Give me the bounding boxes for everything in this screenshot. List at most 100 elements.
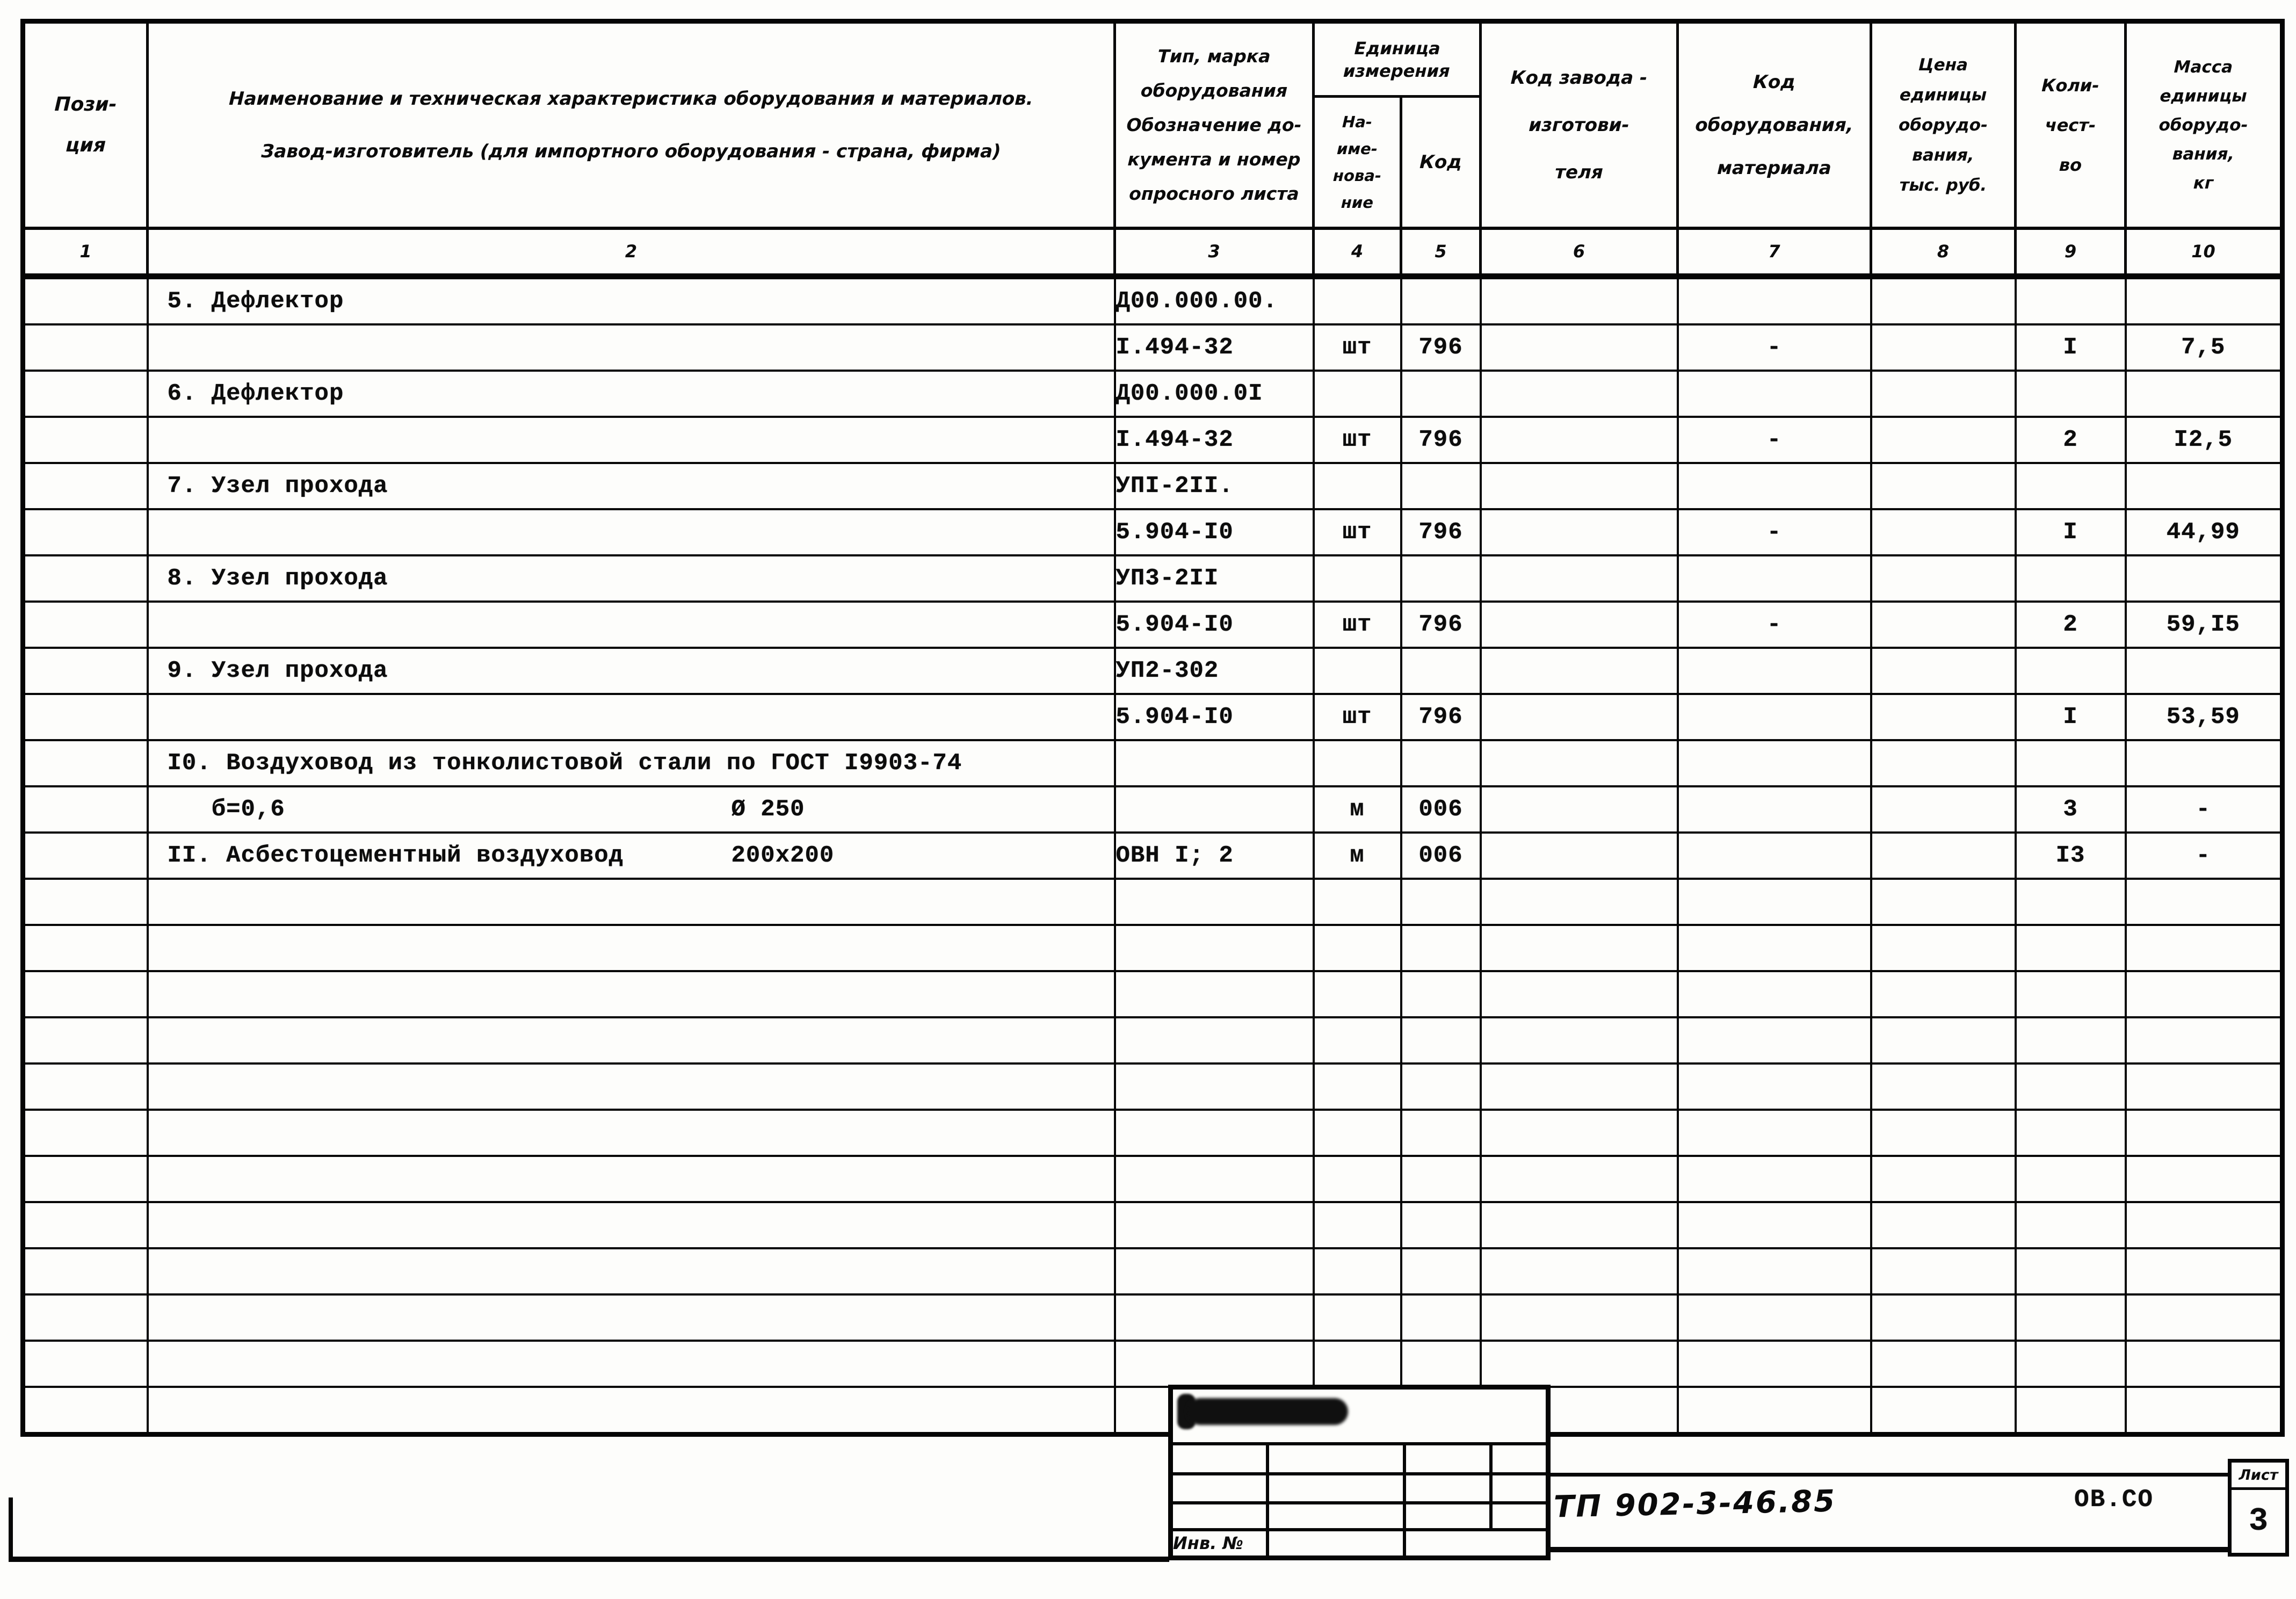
cell-c9 xyxy=(2014,647,2127,695)
cell-c9: 2 xyxy=(2014,600,2127,649)
header-line: вания, xyxy=(2172,144,2235,164)
cell-c1 xyxy=(21,1386,149,1436)
cell-c10 xyxy=(2124,1201,2284,1249)
cell-c7 xyxy=(1676,1109,1872,1157)
cell-c4: шт xyxy=(1312,508,1402,556)
header-line: Коли- xyxy=(2041,75,2100,96)
cell-c9 xyxy=(2014,554,2127,603)
cell-c10 xyxy=(2124,739,2284,787)
column-number-row: 1 2 3 4 5 6 7 8 9 10 xyxy=(21,226,2284,279)
cell-c4: м xyxy=(1312,831,1402,880)
cell-c9 xyxy=(2014,1016,2127,1065)
header-line: Тип, марка xyxy=(1157,45,1271,67)
stamp-cell xyxy=(1489,1442,1550,1475)
cell-c6 xyxy=(1479,924,1679,972)
stamp-header-cell xyxy=(1169,1385,1550,1445)
drawing-set-code: ОВ.СО xyxy=(2074,1486,2154,1514)
item-name-cell xyxy=(146,1201,1116,1249)
cell-c7: - xyxy=(1676,323,1872,372)
cell-c1 xyxy=(21,416,149,464)
cell-c5 xyxy=(1400,1155,1482,1203)
column-number: 6 xyxy=(1479,226,1679,279)
cell-c1 xyxy=(21,924,149,972)
stamp-cell xyxy=(1169,1472,1269,1504)
cell-c9 xyxy=(2014,1109,2127,1157)
table-row xyxy=(21,1109,2284,1157)
table-row: б=0,6 Ø 250 м 006 3- xyxy=(21,785,2284,834)
cell-c5 xyxy=(1400,1016,1482,1065)
item-name-cell: 5. Дефлектор xyxy=(146,275,1116,325)
cell-c7 xyxy=(1676,647,1872,695)
cell-c8 xyxy=(1870,370,2017,418)
cell-c1 xyxy=(21,323,149,372)
cell-c9 xyxy=(2014,1155,2127,1203)
cell-c9: I xyxy=(2014,323,2127,372)
cell-c9 xyxy=(2014,462,2127,510)
cell-c9 xyxy=(2014,1247,2127,1296)
cell-c6 xyxy=(1479,1109,1679,1157)
frame-left-edge xyxy=(9,1497,13,1562)
cell-c5: 006 xyxy=(1400,785,1482,834)
cell-c3 xyxy=(1113,1016,1315,1065)
cell-c5: 796 xyxy=(1400,600,1482,649)
item-name-cell xyxy=(146,1340,1116,1388)
cell-c9 xyxy=(2014,970,2127,1018)
stamp-cell xyxy=(1265,1472,1406,1504)
cell-c10 xyxy=(2124,1062,2284,1111)
header-line: Цена xyxy=(1918,55,1968,75)
cell-c8 xyxy=(1870,647,2017,695)
cell-c6 xyxy=(1479,878,1679,926)
cell-c10: 7,5 xyxy=(2124,323,2284,372)
cell-c6 xyxy=(1479,323,1679,372)
table-row xyxy=(21,1155,2284,1203)
cell-c6 xyxy=(1479,1340,1679,1388)
cell-c7: - xyxy=(1676,508,1872,556)
col-header-unit-name: На- име- нова- ние xyxy=(1312,95,1402,229)
cell-c6 xyxy=(1479,647,1679,695)
cell-c8 xyxy=(1870,739,2017,787)
cell-c7 xyxy=(1676,1247,1872,1296)
cell-c6 xyxy=(1479,739,1679,787)
cell-c10 xyxy=(2124,370,2284,418)
cell-c7 xyxy=(1676,878,1872,926)
col-header-unit-code: Код xyxy=(1399,95,1482,229)
cell-c8 xyxy=(1870,275,2017,325)
cell-c4 xyxy=(1312,554,1402,603)
cell-c8 xyxy=(1870,970,2017,1018)
column-number: 3 xyxy=(1113,226,1315,279)
cell-c5 xyxy=(1400,878,1482,926)
stamp-cell xyxy=(1402,1442,1493,1475)
table-row xyxy=(21,1386,2284,1436)
cell-c10: I2,5 xyxy=(2124,416,2284,464)
cell-c3: УПI-2II. xyxy=(1113,462,1315,510)
column-number: 10 xyxy=(2124,226,2284,279)
cell-c8 xyxy=(1870,554,2017,603)
col-header-equipment-code: Код оборудования, материала xyxy=(1676,20,1873,229)
table-row: I0. Воздуховод из тонколистовой стали по… xyxy=(21,739,2284,787)
cell-c8 xyxy=(1870,693,2017,741)
cell-c3 xyxy=(1113,1340,1315,1388)
cell-c8 xyxy=(1870,416,2017,464)
cell-c7 xyxy=(1676,970,1872,1018)
cell-c1 xyxy=(21,1062,149,1111)
item-name-cell: б=0,6 Ø 250 xyxy=(146,785,1116,834)
cell-c10: 53,59 xyxy=(2124,693,2284,741)
cell-c4 xyxy=(1312,647,1402,695)
sheet-number-box: Лист 3 xyxy=(2228,1459,2289,1557)
col-header-type-brand: Тип, марка оборудования Обозначение до- … xyxy=(1113,20,1315,229)
cell-c9: 3 xyxy=(2014,785,2127,834)
item-name-cell xyxy=(146,1062,1116,1111)
cell-c4 xyxy=(1312,970,1402,1018)
cell-c6 xyxy=(1479,554,1679,603)
cell-c4 xyxy=(1312,462,1402,510)
header-line: ция xyxy=(65,134,106,156)
stamp-cell xyxy=(1169,1501,1269,1531)
cell-c4: шт xyxy=(1312,323,1402,372)
cell-c1 xyxy=(21,970,149,1018)
cell-c7 xyxy=(1676,370,1872,418)
cell-c6 xyxy=(1479,831,1679,880)
cell-c6 xyxy=(1479,370,1679,418)
header-line: Обозначение до- xyxy=(1126,114,1302,135)
cell-c10: - xyxy=(2124,831,2284,880)
